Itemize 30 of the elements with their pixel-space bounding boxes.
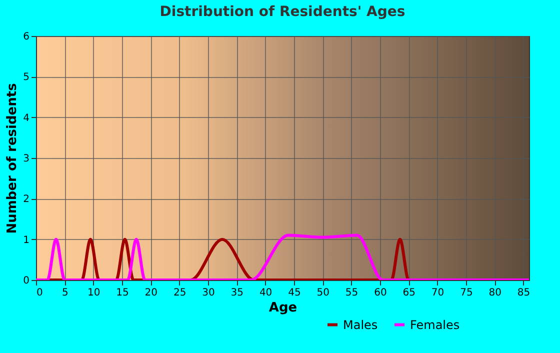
x-tick-label: 35 [230,288,244,298]
x-tick-label: 0 [36,288,43,298]
y-tick-label: 2 [23,194,30,206]
x-tick-label: 70 [431,288,444,298]
legend-label: Males [343,318,378,332]
x-axis-title: Age [268,300,298,316]
x-tick-label: 80 [488,288,502,298]
x-tick-label: 20 [144,288,158,298]
x-tick-label: 45 [288,288,301,298]
x-tick-label: 30 [202,288,215,298]
chart-title: Distribution of Residents' Ages [160,4,406,20]
y-tick-label: 0 [23,276,30,286]
x-tick-label: 60 [374,288,387,298]
x-tick-label: 75 [460,288,473,298]
y-tick-label: 5 [23,72,30,84]
x-tick-label: 65 [402,288,416,298]
x-tick-label: 25 [173,288,186,298]
legend-label: Females [410,318,460,332]
y-tick-label: 1 [23,234,30,246]
x-tick-label: 15 [116,288,129,298]
x-tick-label: 85 [517,288,530,298]
x-tick-label: 55 [345,288,358,298]
x-tick-label: 40 [259,288,272,298]
x-tick-label: 5 [62,288,68,298]
y-tick-label: 6 [23,32,30,42]
y-tick-label: 4 [23,112,30,124]
y-tick-label: 3 [23,154,30,164]
x-tick-label: 50 [316,288,330,298]
y-axis-title: Number of residents [5,82,20,234]
x-tick-label: 10 [87,288,100,298]
